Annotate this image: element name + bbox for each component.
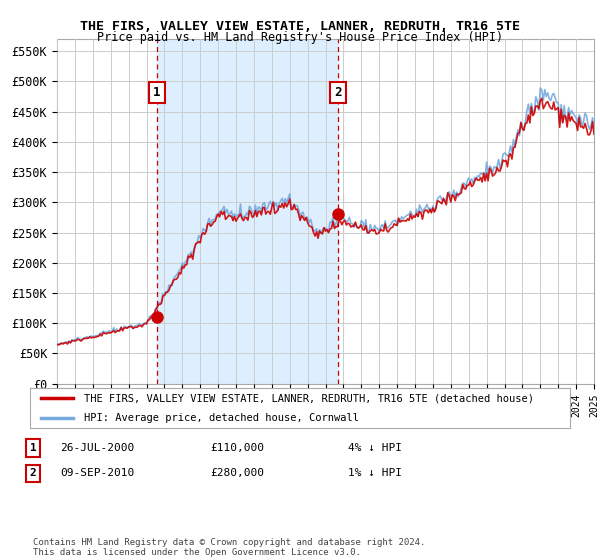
Text: THE FIRS, VALLEY VIEW ESTATE, LANNER, REDRUTH, TR16 5TE (detached house): THE FIRS, VALLEY VIEW ESTATE, LANNER, RE… [84, 393, 534, 403]
Text: Contains HM Land Registry data © Crown copyright and database right 2024.
This d: Contains HM Land Registry data © Crown c… [33, 538, 425, 557]
Bar [157, 39, 338, 384]
Text: £280,000: £280,000 [210, 468, 264, 478]
Text: 1% ↓ HPI: 1% ↓ HPI [348, 468, 402, 478]
Text: 09-SEP-2010: 09-SEP-2010 [60, 468, 134, 478]
Text: 26-JUL-2000: 26-JUL-2000 [60, 443, 134, 453]
Text: THE FIRS, VALLEY VIEW ESTATE, LANNER, REDRUTH, TR16 5TE: THE FIRS, VALLEY VIEW ESTATE, LANNER, RE… [80, 20, 520, 32]
Text: 4% ↓ HPI: 4% ↓ HPI [348, 443, 402, 453]
Text: 2: 2 [29, 468, 37, 478]
Text: 1: 1 [153, 86, 160, 99]
Text: 1: 1 [29, 443, 37, 453]
Text: £110,000: £110,000 [210, 443, 264, 453]
Text: Price paid vs. HM Land Registry's House Price Index (HPI): Price paid vs. HM Land Registry's House … [97, 31, 503, 44]
Text: HPI: Average price, detached house, Cornwall: HPI: Average price, detached house, Corn… [84, 413, 359, 423]
Text: 2: 2 [334, 86, 341, 99]
